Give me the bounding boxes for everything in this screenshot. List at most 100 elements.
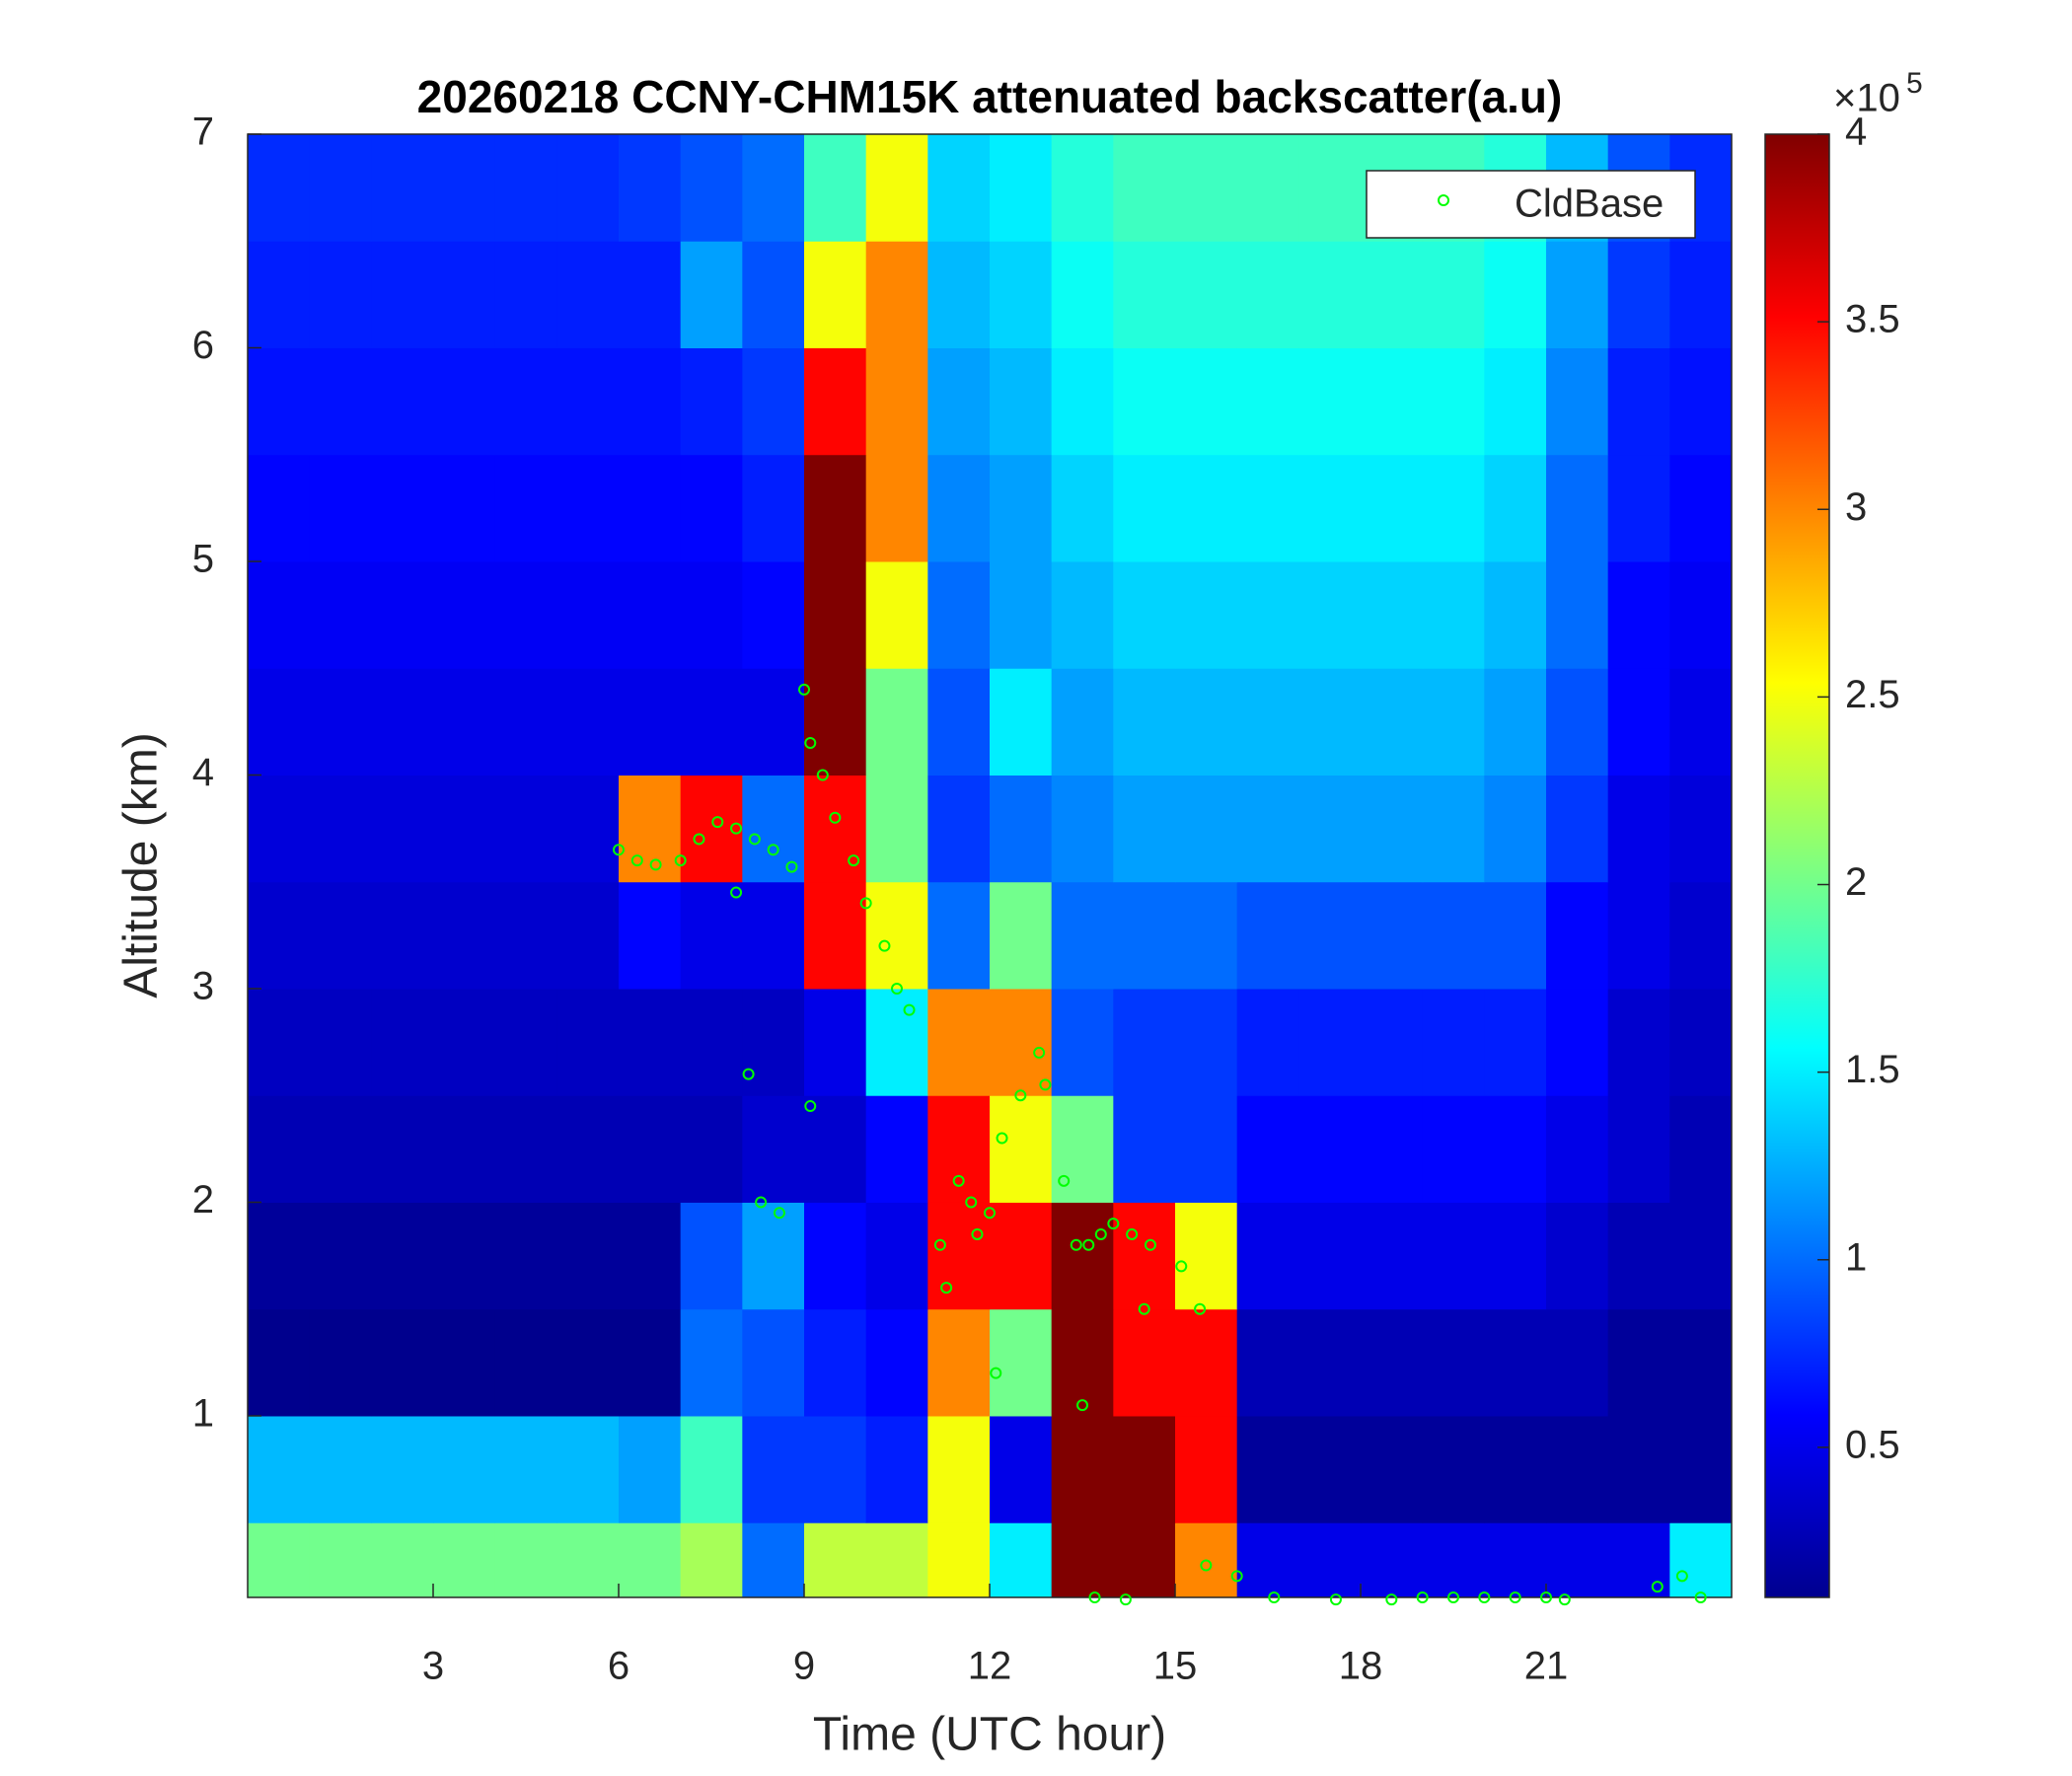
- heatmap-cell: [1546, 241, 1609, 348]
- heatmap-cell: [1546, 1095, 1609, 1203]
- heatmap-cell: [309, 1202, 372, 1310]
- heatmap-cell: [371, 560, 434, 669]
- cloud-base-point: [1478, 1591, 1491, 1603]
- cloud-base-point: [730, 886, 743, 899]
- heatmap-cell: [1546, 1415, 1609, 1523]
- heatmap-cell: [433, 775, 496, 883]
- heatmap-cell: [1298, 347, 1362, 456]
- cloud-base-point: [804, 1100, 817, 1113]
- heatmap-cell: [494, 1415, 557, 1523]
- heatmap-cell: [1361, 347, 1424, 456]
- heatmap-cell: [1361, 1202, 1424, 1310]
- heatmap-cell: [804, 1095, 867, 1203]
- heatmap-cell: [1113, 134, 1176, 242]
- cloud-base-point: [748, 833, 761, 846]
- heatmap-cell: [1669, 881, 1733, 990]
- heatmap-cell: [1546, 454, 1609, 562]
- heatmap-cell: [1361, 668, 1424, 776]
- cloud-base-point: [952, 1174, 965, 1187]
- cloud-base-point: [984, 1207, 996, 1220]
- colorbar-tick-label: 0.5: [1845, 1423, 1900, 1466]
- colorbar-scale-base: ×10: [1833, 77, 1900, 120]
- heatmap-cell: [742, 1415, 805, 1523]
- heatmap-cell: [742, 134, 805, 242]
- heatmap-cell: [1298, 1415, 1362, 1523]
- heatmap-cell: [1361, 1522, 1424, 1598]
- heatmap-cell: [742, 1202, 805, 1310]
- heatmap-cell: [619, 775, 682, 883]
- heatmap-cell: [1236, 1202, 1299, 1310]
- heatmap-cell: [1298, 881, 1362, 990]
- x-tick-label: 6: [608, 1645, 629, 1688]
- heatmap-cell: [1669, 1202, 1733, 1310]
- cloud-base-point: [674, 854, 687, 867]
- y-tick-label: 5: [192, 538, 214, 581]
- heatmap-cell: [371, 775, 434, 883]
- heatmap-cell: [742, 1522, 805, 1598]
- heatmap-cell: [433, 454, 496, 562]
- heatmap-cell: [1361, 1095, 1424, 1203]
- heatmap-cell: [1051, 988, 1114, 1096]
- cloud-base-point: [1200, 1559, 1213, 1572]
- cloud-base-point: [1088, 1591, 1101, 1603]
- heatmap-cell: [619, 1308, 682, 1417]
- heatmap-cell: [309, 134, 372, 242]
- heatmap-cell: [494, 1202, 557, 1310]
- heatmap-cell: [990, 1095, 1053, 1203]
- heatmap-cell: [865, 454, 928, 562]
- heatmap-cell: [309, 1308, 372, 1417]
- colorbar-tick-label: 3.5: [1845, 298, 1900, 341]
- heatmap-cell: [1175, 1415, 1238, 1523]
- colorbar-tick-label: 4: [1845, 111, 1867, 154]
- legend-marker: [1438, 194, 1449, 206]
- heatmap-cell: [804, 1308, 867, 1417]
- heatmap-cell: [1669, 988, 1733, 1096]
- heatmap-cell: [742, 454, 805, 562]
- x-tick-label: 15: [1153, 1645, 1198, 1688]
- cloud-base-point: [804, 737, 817, 750]
- cloud-base-point: [1107, 1218, 1120, 1230]
- heatmap-cell: [1361, 775, 1424, 883]
- heatmap-cell: [1175, 134, 1238, 242]
- heatmap-cell: [680, 1095, 743, 1203]
- heatmap-cell: [1607, 668, 1670, 776]
- heatmap-cell: [1298, 775, 1362, 883]
- heatmap-cell: [309, 1522, 372, 1598]
- heatmap-cell: [371, 1415, 434, 1523]
- heatmap-cell: [1484, 775, 1547, 883]
- heatmap-cell: [1546, 1308, 1609, 1417]
- cloud-base-point: [711, 816, 724, 829]
- heatmap-cell: [494, 454, 557, 562]
- heatmap-cell: [1484, 1095, 1547, 1203]
- heatmap-cell: [865, 560, 928, 669]
- heatmap-cell: [927, 1202, 991, 1310]
- heatmap-cell: [619, 134, 682, 242]
- heatmap-cell: [865, 1202, 928, 1310]
- heatmap-cell: [1051, 1415, 1114, 1523]
- cloud-base-point: [1014, 1089, 1027, 1102]
- cloud-base-point: [829, 811, 842, 824]
- heatmap-cell: [433, 1308, 496, 1417]
- heatmap-cell: [1051, 1202, 1114, 1310]
- heatmap-cell: [556, 454, 620, 562]
- heatmap-cell: [1484, 1308, 1547, 1417]
- heatmap-cell: [1361, 241, 1424, 348]
- heatmap-cell: [1113, 668, 1176, 776]
- heatmap-cell: [865, 668, 928, 776]
- heatmap-cell: [1175, 988, 1238, 1096]
- heatmap-cell: [865, 1095, 928, 1203]
- heatmap-cell: [1298, 454, 1362, 562]
- cloud-base-point: [1126, 1227, 1139, 1240]
- heatmap-cell: [248, 988, 311, 1096]
- heatmap-cell: [248, 1308, 311, 1417]
- y-tick-label: 1: [192, 1392, 214, 1436]
- y-tick-label: 2: [192, 1178, 214, 1221]
- heatmap-cell: [1175, 241, 1238, 348]
- cloud-base-point: [1194, 1302, 1207, 1315]
- cloud-base-point: [965, 1196, 978, 1209]
- heatmap-cell: [865, 775, 928, 883]
- heatmap-cell: [865, 1522, 928, 1598]
- cloud-base-point: [816, 769, 829, 781]
- heatmap-cell: [248, 560, 311, 669]
